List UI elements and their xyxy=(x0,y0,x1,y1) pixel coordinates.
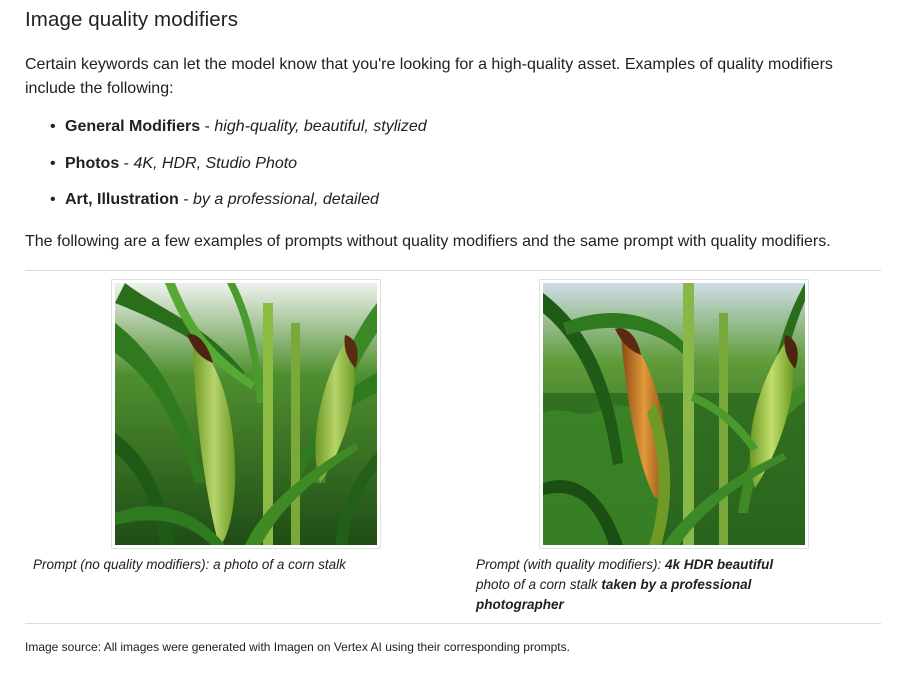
modifier-term: General Modifiers xyxy=(65,118,201,135)
caption-modifier-bold: taken by a professional photographer xyxy=(476,577,752,612)
example-image-plain xyxy=(111,279,381,549)
bullet-icon: • xyxy=(50,118,56,135)
caption-prompt: photo of a corn stalk xyxy=(476,577,602,592)
example-caption-modified: Prompt (with quality modifiers): 4k HDR … xyxy=(476,555,796,615)
modifier-values: by a professional, detailed xyxy=(193,191,379,208)
bullet-icon: • xyxy=(50,191,56,208)
modifier-list: • General Modifiers - high-quality, beau… xyxy=(25,115,427,225)
bullet-icon: • xyxy=(50,154,56,172)
image-source-note: Image source: All images were generated … xyxy=(25,640,570,654)
caption-prompt: a photo of a corn stalk xyxy=(213,557,346,572)
caption-prefix: Prompt (with quality modifiers): xyxy=(476,557,666,572)
list-item: • Art, Illustration - by a professional,… xyxy=(25,188,427,212)
modifier-separator: - xyxy=(200,118,215,135)
example-caption-plain: Prompt (no quality modifiers): a photo o… xyxy=(33,555,413,575)
caption-modifier-bold: 4k HDR beautiful xyxy=(665,557,774,572)
intro-paragraph: Certain keywords can let the model know … xyxy=(25,56,833,97)
modifier-values: 4K, HDR, Studio Photo xyxy=(133,154,298,172)
list-item: • Photos - 4K, HDR, Studio Photo xyxy=(25,152,427,176)
section-heading: Image quality modifiers xyxy=(25,8,239,31)
corn-stalk-hdr-image xyxy=(543,283,805,545)
examples-intro: The following are a few examples of prom… xyxy=(25,233,831,250)
divider-bottom xyxy=(25,623,881,624)
modifier-separator: - xyxy=(178,191,193,208)
modifier-separator: - xyxy=(119,154,134,172)
divider-top xyxy=(25,270,881,271)
modifier-term: Art, Illustration xyxy=(65,191,179,208)
example-image-modified xyxy=(539,279,809,549)
corn-stalk-image xyxy=(115,283,377,545)
modifier-values: high-quality, beautiful, stylized xyxy=(214,118,427,135)
caption-prefix: Prompt (no quality modifiers): xyxy=(33,557,214,572)
modifier-term: Photos xyxy=(65,154,120,172)
list-item: • General Modifiers - high-quality, beau… xyxy=(25,115,427,139)
